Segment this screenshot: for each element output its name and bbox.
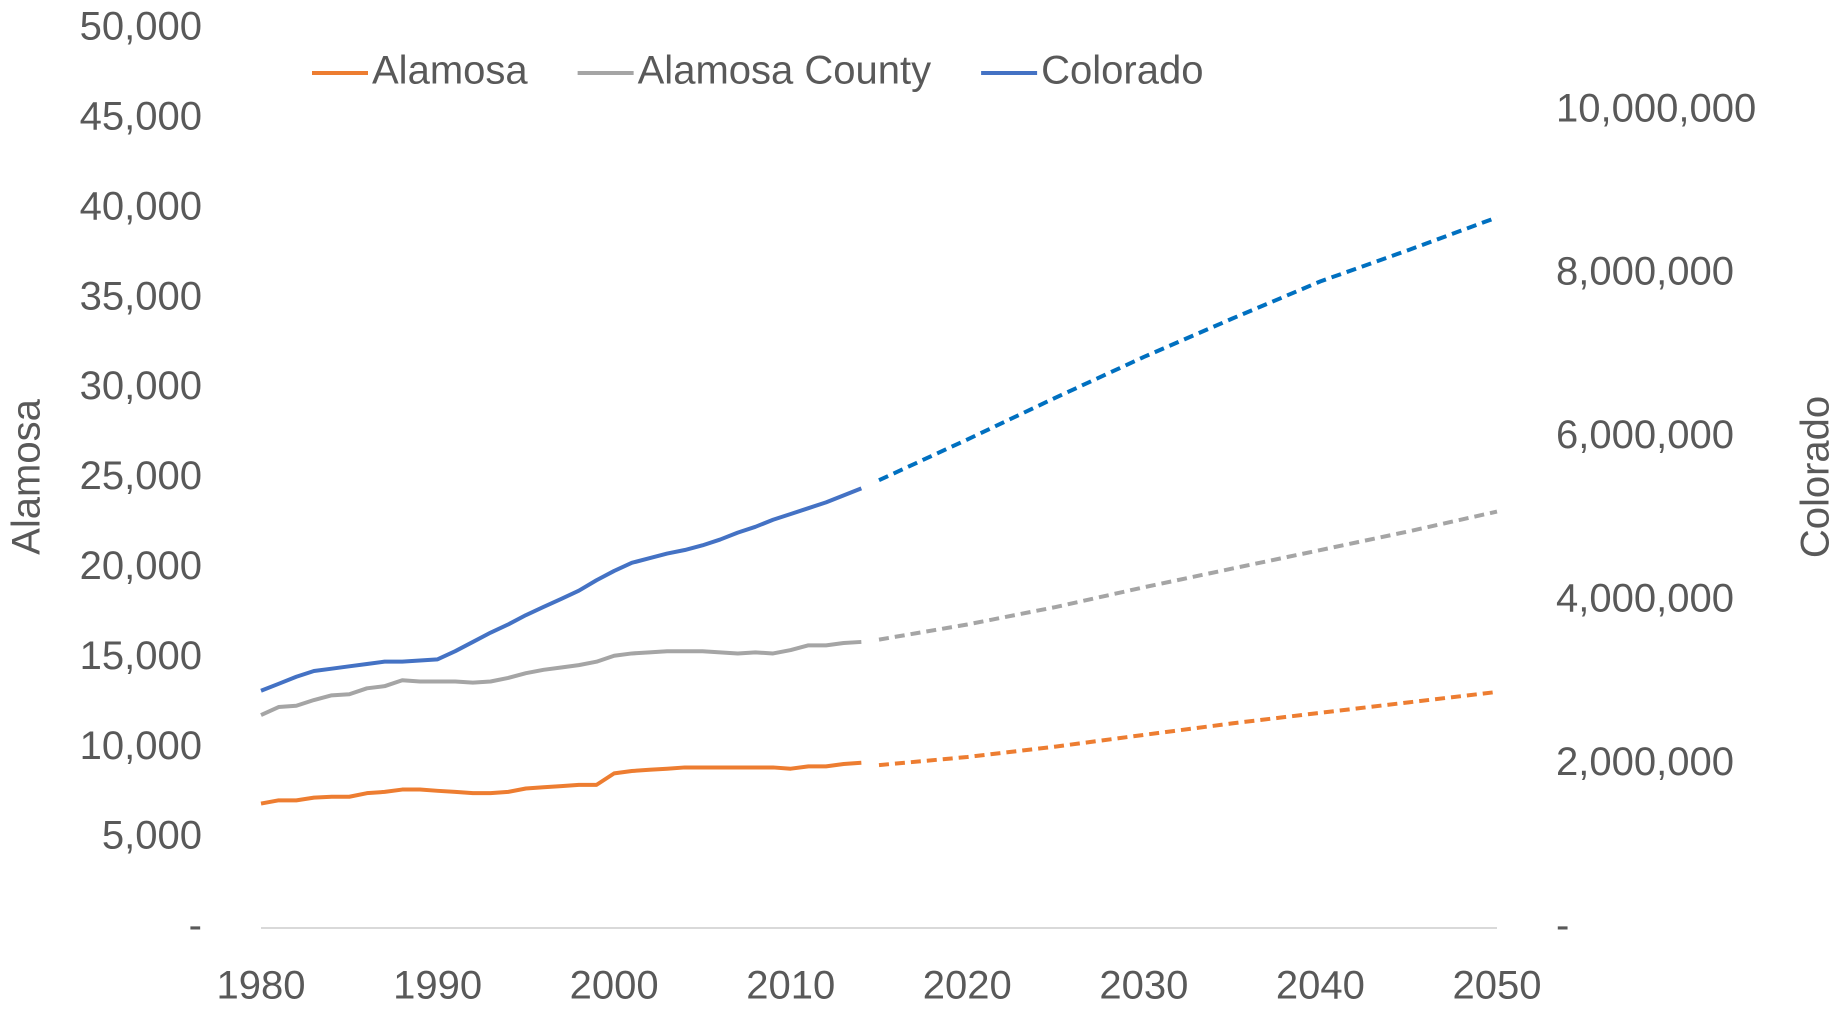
x-tick-label: 2040 (1276, 964, 1365, 1008)
y2-tick-label: 10,000,000 (1556, 86, 1756, 130)
y-tick-label: 40,000 (80, 184, 202, 228)
y2-tick-label: 2,000,000 (1556, 740, 1734, 784)
y2-tick-label: 6,000,000 (1556, 413, 1734, 457)
series-line (260, 639, 862, 717)
y-tick-label: 20,000 (80, 544, 202, 588)
x-tick-label: 2000 (570, 964, 659, 1008)
y2-tick-label: 8,000,000 (1556, 250, 1734, 294)
forecast-line (878, 509, 1498, 642)
y-tick-label: 10,000 (80, 724, 202, 768)
forecast-line (878, 689, 1498, 768)
y2-axis-title: Colorado (1794, 396, 1838, 558)
x-tick-label: 2030 (1099, 964, 1188, 1008)
y-tick-label: - (189, 904, 202, 948)
legend-label: Alamosa (372, 49, 528, 93)
forecast-line (878, 215, 1498, 483)
y-tick-label: 5,000 (102, 814, 202, 858)
y-tick-label: 25,000 (80, 454, 202, 498)
legend-label: Alamosa County (638, 49, 931, 93)
series-line (260, 760, 862, 806)
y-tick-label: 30,000 (80, 364, 202, 408)
y-tick-label: 35,000 (80, 274, 202, 318)
x-tick-label: 1980 (217, 964, 306, 1008)
y-axis-title: Alamosa (5, 398, 49, 554)
x-tick-label: 2020 (923, 964, 1012, 1008)
x-tick-label: 2050 (1453, 964, 1542, 1008)
legend-label: Colorado (1041, 49, 1203, 93)
y-tick-label: 15,000 (80, 634, 202, 678)
x-tick-label: 2010 (746, 964, 835, 1008)
y-tick-label: 50,000 (80, 5, 202, 49)
y2-tick-label: 4,000,000 (1556, 577, 1734, 621)
series-line (260, 486, 863, 693)
y-tick-label: 45,000 (80, 94, 202, 138)
y2-tick-label: - (1556, 904, 1569, 948)
x-tick-label: 1990 (393, 964, 482, 1008)
